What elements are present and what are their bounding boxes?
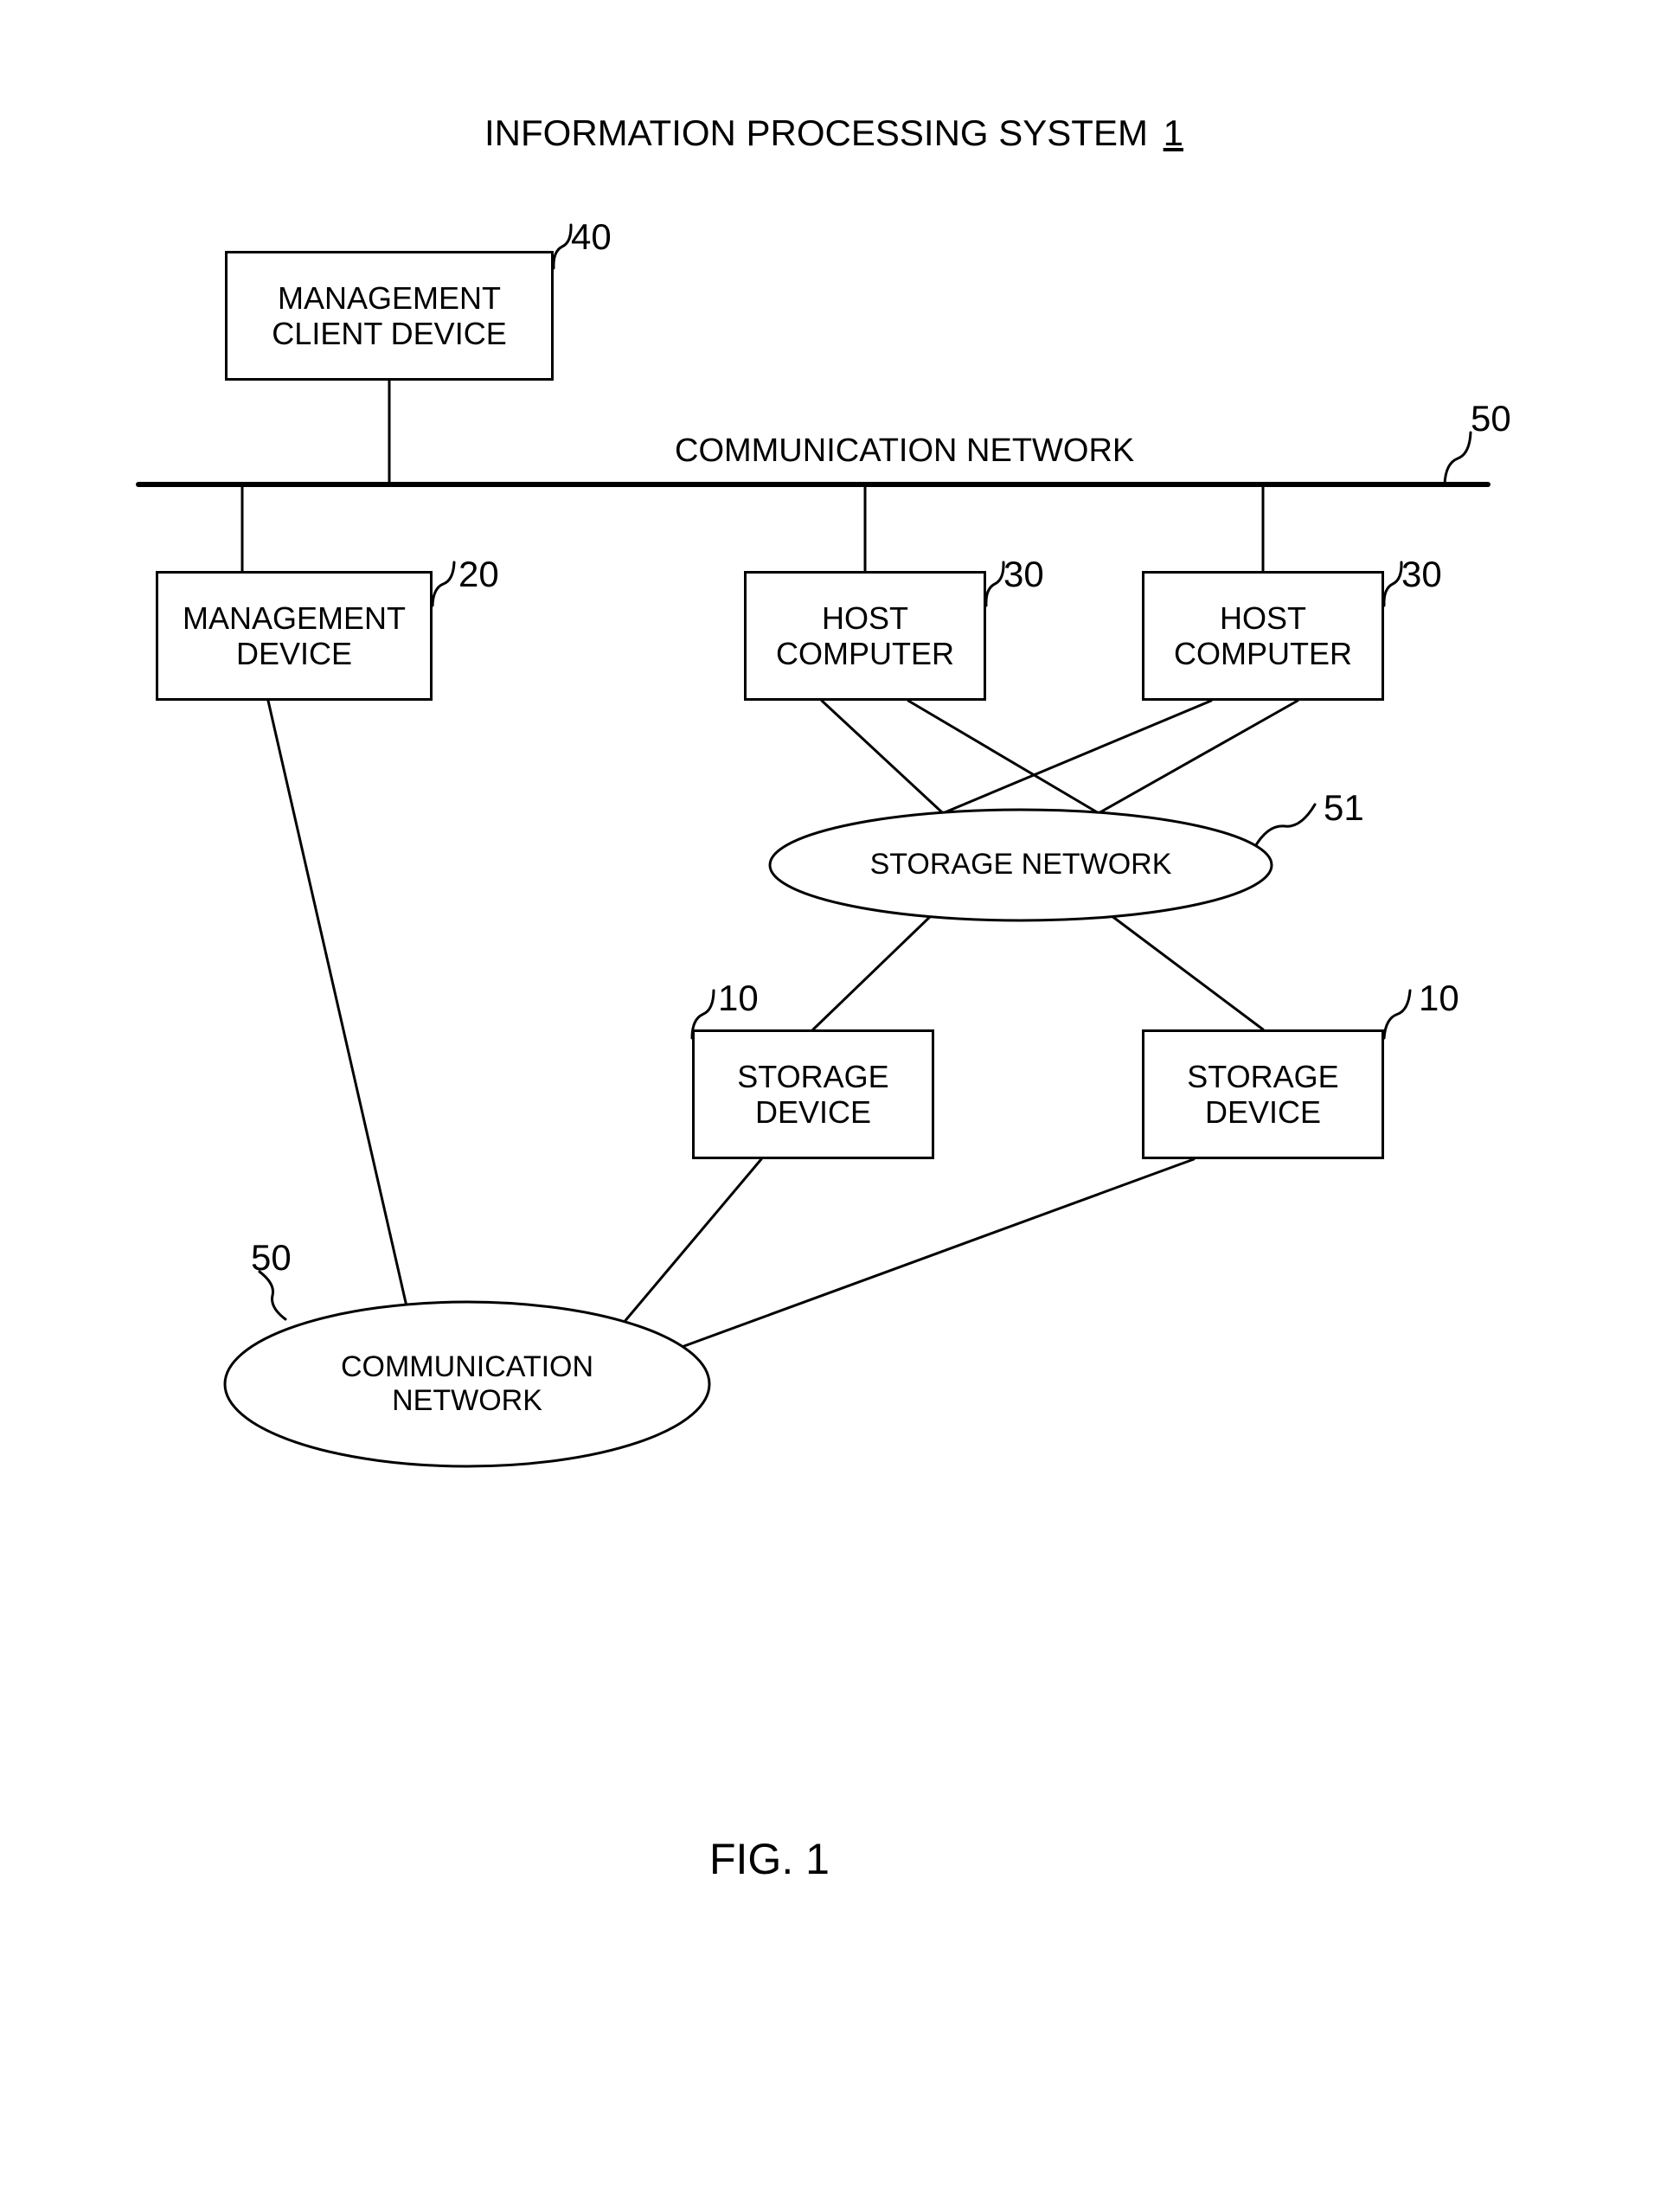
ref-50-bus: 50 [1471, 398, 1511, 439]
box-label: MANAGEMENTCLIENT DEVICE [272, 280, 506, 352]
ellipse-storage-network: STORAGE NETWORK [767, 807, 1274, 923]
box-host-computer-2: HOSTCOMPUTER [1142, 571, 1384, 701]
ref-30-host2: 30 [1401, 554, 1442, 595]
box-host-computer-1: HOSTCOMPUTER [744, 571, 986, 701]
diagram-page: INFORMATION PROCESSING SYSTEM 1 COMMUNIC… [0, 0, 1654, 2212]
box-management-client-device: MANAGEMENTCLIENT DEVICE [225, 251, 554, 381]
box-management-device: MANAGEMENTDEVICE [156, 571, 433, 701]
box-storage-device-2: STORAGEDEVICE [1142, 1029, 1384, 1159]
page-title: INFORMATION PROCESSING SYSTEM 1 [484, 112, 1183, 154]
ref-20: 20 [458, 554, 499, 595]
title-text: INFORMATION PROCESSING SYSTEM [484, 112, 1148, 153]
ref-50-commnet: 50 [251, 1237, 292, 1279]
ellipse-communication-network: COMMUNICATIONNETWORK [222, 1299, 712, 1469]
box-label: STORAGEDEVICE [737, 1059, 888, 1131]
ref-51: 51 [1324, 787, 1364, 829]
ref-40: 40 [571, 216, 612, 258]
ref-10-storage2: 10 [1419, 978, 1459, 1019]
title-number: 1 [1164, 112, 1183, 153]
box-label: HOSTCOMPUTER [776, 600, 954, 672]
box-storage-device-1: STORAGEDEVICE [692, 1029, 934, 1159]
box-label: HOSTCOMPUTER [1174, 600, 1352, 672]
ref-10-storage1: 10 [718, 978, 759, 1019]
box-label: MANAGEMENTDEVICE [183, 600, 406, 672]
ref-30-host1: 30 [1003, 554, 1044, 595]
bus-label: COMMUNICATION NETWORK [675, 433, 1134, 470]
box-label: STORAGEDEVICE [1187, 1059, 1338, 1131]
figure-caption: FIG. 1 [709, 1834, 830, 1884]
